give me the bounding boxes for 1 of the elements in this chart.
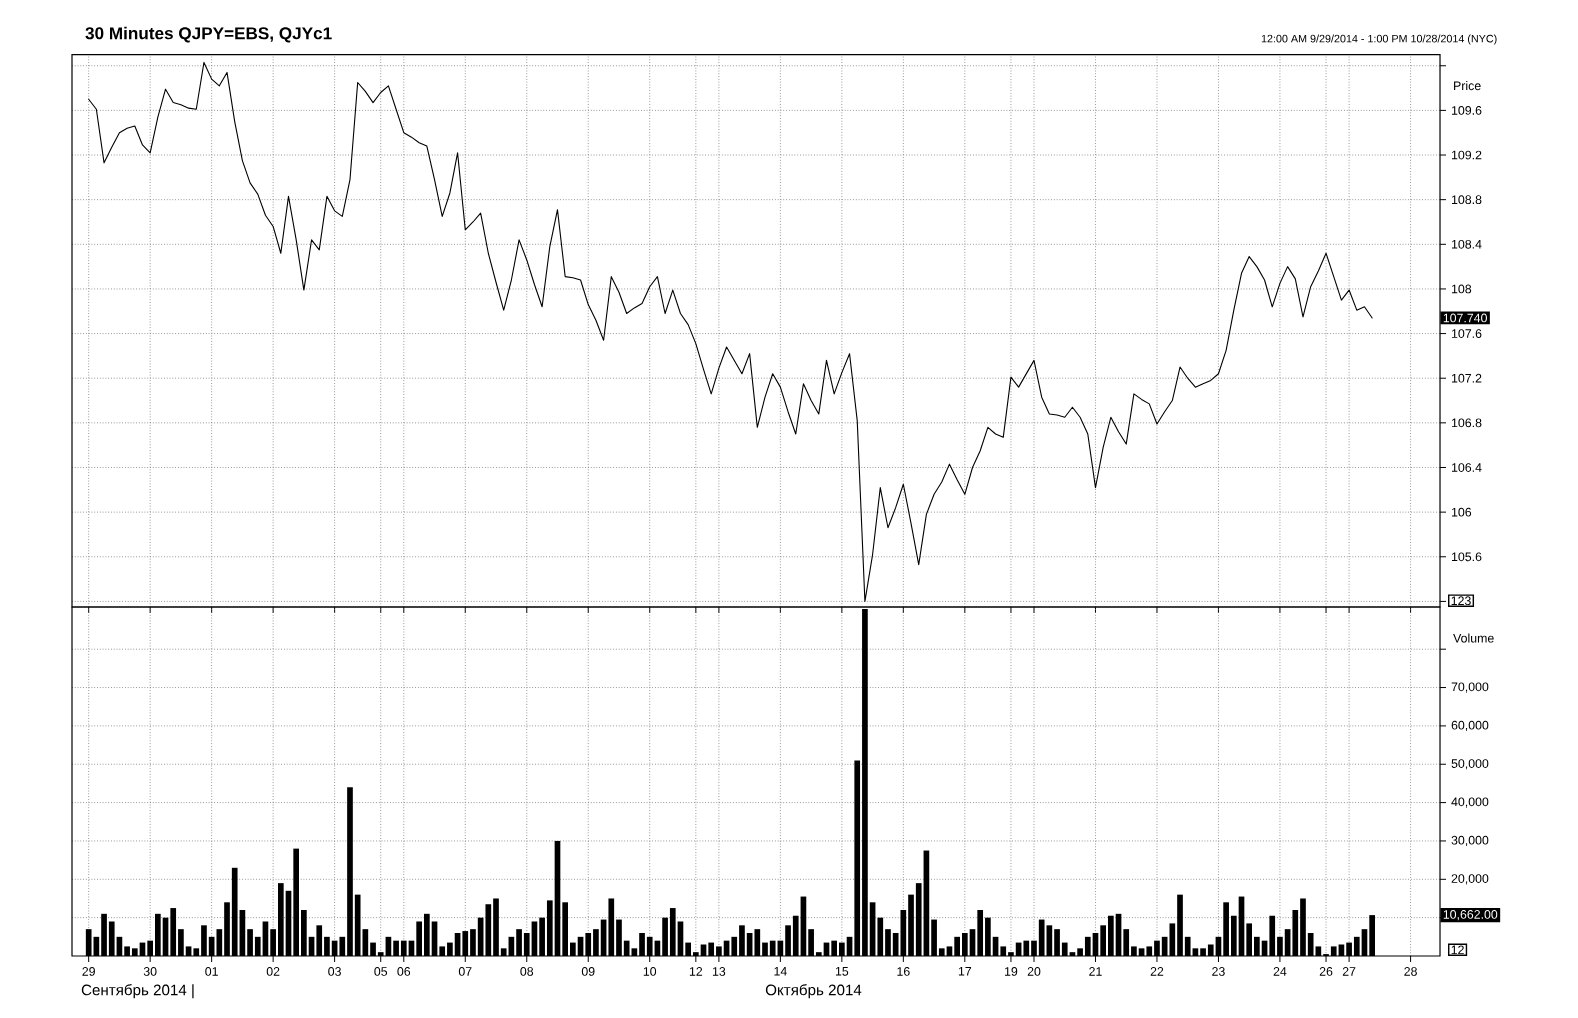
chart-title: 30 Minutes QJPY=EBS, QJYc1 [85, 26, 332, 43]
